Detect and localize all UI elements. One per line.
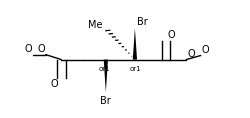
Polygon shape bbox=[133, 28, 137, 60]
Text: Me: Me bbox=[88, 20, 103, 30]
Text: O: O bbox=[24, 44, 32, 54]
Text: or1: or1 bbox=[99, 66, 111, 72]
Text: O: O bbox=[51, 79, 58, 89]
Text: O: O bbox=[168, 30, 175, 40]
Text: O: O bbox=[202, 45, 209, 55]
Text: O: O bbox=[187, 49, 195, 59]
Text: Br: Br bbox=[100, 96, 111, 106]
Text: or1: or1 bbox=[130, 66, 142, 72]
Polygon shape bbox=[104, 60, 108, 92]
Text: O: O bbox=[37, 44, 45, 54]
Text: Br: Br bbox=[137, 17, 147, 27]
